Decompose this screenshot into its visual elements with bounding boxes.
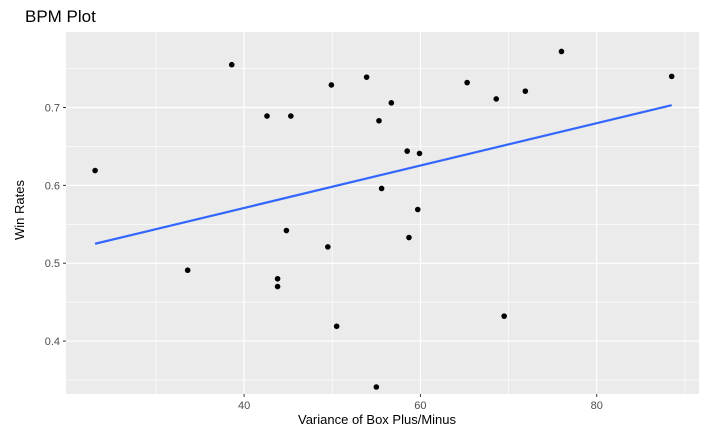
data-point [404,148,410,154]
y-tick-label: 0.5 [45,258,60,270]
data-point [376,117,382,124]
data-point [406,234,412,241]
data-point [288,113,294,119]
data-point [328,82,335,88]
data-point [363,74,370,80]
data-point [184,267,191,274]
x-axis-title: Variance of Box Plus/Minus [298,412,456,427]
data-point [283,227,290,234]
data-point [388,100,395,106]
x-tick-label: 80 [591,400,603,412]
y-axis-title: Win Rates [12,180,27,240]
data-point [501,313,507,319]
data-point [325,244,331,250]
data-point [264,113,270,119]
y-tick-label: 0.6 [45,180,60,192]
chart-title: BPM Plot [25,7,96,26]
data-point [416,150,423,157]
x-tick-label: 60 [414,400,426,412]
data-point [668,73,675,80]
data-points [92,48,675,390]
x-axis-ticks: 40 60 80 [238,394,603,412]
trend-line-group [94,104,672,245]
data-point [493,96,500,102]
data-point [333,323,340,330]
data-point [414,206,421,213]
data-point [274,283,281,290]
y-tick-label: 0.7 [45,103,60,115]
data-point [522,88,529,94]
plot-panel [66,32,699,394]
data-point [92,167,98,174]
x-tick-label: 40 [238,400,250,412]
y-tick-label: 0.4 [45,336,60,348]
data-point [558,48,565,55]
y-axis-ticks: 0.4 0.5 0.6 0.7 [45,103,66,348]
trend-line [94,104,672,245]
data-point [373,384,380,390]
data-point [464,79,470,86]
data-point [378,185,385,192]
major-gridlines [66,32,699,394]
data-point [228,61,235,68]
data-point [274,275,281,282]
